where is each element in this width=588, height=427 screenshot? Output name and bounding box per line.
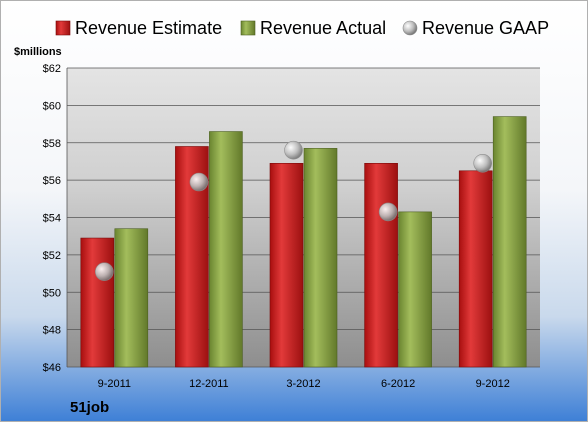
bar-revenue-actual [398,211,432,368]
y-axis-ticks: $46 $48 $50 $52 $54 $56 $58 $60 $62 [43,63,61,374]
y-tick-label: $58 [43,138,61,150]
y-axis-label: $millions [14,46,62,58]
legend-label: Revenue Estimate [75,18,222,38]
bar-revenue-actual [492,116,527,368]
bar-revenue-actual [114,228,149,368]
legend-swatch-revenue-estimate [55,20,71,36]
marker-revenue-gaap [378,202,398,222]
legend-label: Revenue GAAP [422,18,549,38]
legend-marker-revenue-gaap [402,20,418,36]
y-tick-label: $56 [43,175,61,187]
y-tick-label: $48 [43,325,61,337]
y-tick-label: $62 [43,63,61,75]
x-tick-label: 9-2012 [476,378,510,390]
legend: Revenue Estimate Revenue Actual Revenue GA… [55,18,549,38]
bar-revenue-estimate [458,170,493,368]
x-tick-label: 6-2012 [381,378,415,390]
x-axis-ticks: 9-2011 12-2011 3-2012 6-2012 9-2012 [98,378,510,390]
y-tick-label: $52 [43,250,61,262]
y-tick-label: $50 [43,287,61,299]
company-label: 51job [70,399,109,416]
gaap-markers [95,140,493,281]
bars [80,116,527,368]
x-tick-label: 9-2011 [98,378,131,390]
x-tick-label: 12-2011 [189,378,229,390]
bar-revenue-estimate [269,163,304,368]
y-tick-label: $54 [43,213,61,225]
x-tick-label: 3-2012 [286,378,320,390]
bar-revenue-estimate [364,163,398,368]
bar-revenue-estimate [80,237,115,368]
marker-revenue-gaap [95,262,114,281]
y-tick-label: $60 [43,100,61,112]
marker-revenue-gaap [284,140,303,160]
bar-revenue-actual [303,148,338,368]
marker-revenue-gaap [189,172,209,192]
y-tick-label: $46 [43,362,61,374]
legend-label: Revenue Actual [260,18,386,38]
bar-revenue-actual [209,131,243,368]
marker-revenue-gaap [473,154,493,173]
legend-swatch-revenue-actual [240,20,256,36]
